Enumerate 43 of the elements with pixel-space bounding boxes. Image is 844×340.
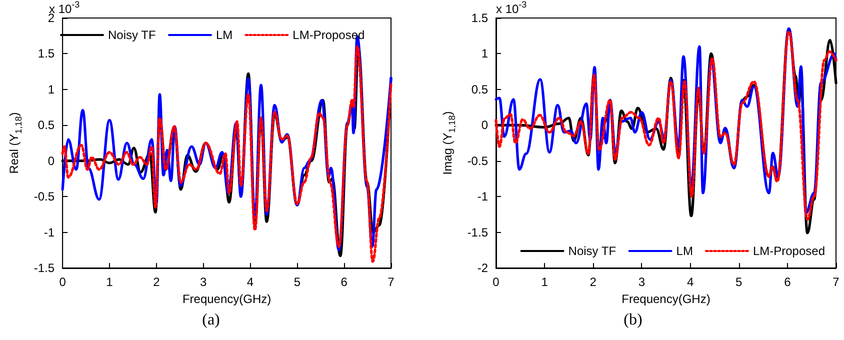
x-tick-label: 1 — [106, 275, 114, 289]
x-tick-label: 6 — [784, 275, 792, 289]
x-tick-label: 5 — [294, 275, 301, 289]
y-tick-label: -1 — [44, 225, 55, 240]
y-axis-title: Imag (Y1,18) — [440, 111, 457, 175]
y-tick-label: 0.5 — [471, 82, 488, 96]
y-tick-label: -1.5 — [34, 261, 55, 275]
text: (a) — [202, 312, 220, 328]
x-tick-label: 7 — [388, 275, 395, 289]
x-tick-label: 0 — [59, 275, 66, 289]
y-tick-label: 1.5 — [471, 11, 488, 25]
y-tick-label: -0.5 — [467, 154, 488, 168]
x-tick-label: 5 — [736, 275, 743, 289]
y-tick-label: -0.5 — [34, 190, 55, 204]
legend-label: Noisy TF — [108, 28, 156, 42]
text: (b) — [624, 312, 642, 328]
legend-label: LM-Proposed — [292, 28, 365, 42]
x-tick-label: 2 — [153, 275, 160, 289]
y-tick-label: -1 — [477, 190, 488, 204]
x-tick-label: 6 — [340, 275, 348, 289]
legend-label: LM — [216, 28, 233, 42]
x-tick-label: 2 — [590, 275, 597, 289]
y-tick-label: 0 — [481, 118, 488, 132]
legend-label: LM-Proposed — [752, 244, 826, 258]
x-axis-title: Frequency(GHz) — [622, 292, 710, 306]
y-tick-label: -1.5 — [467, 225, 488, 240]
y-axis-title: Real (Y1,18) — [7, 112, 24, 174]
x-tick-label: 3 — [638, 275, 646, 289]
legend-label: Noisy TF — [568, 244, 616, 258]
y-tick-label: 1.5 — [38, 46, 55, 61]
y-tick-label: 1 — [481, 46, 488, 61]
x-tick-label: 1 — [541, 275, 548, 289]
x-tick-label: 0 — [492, 275, 500, 289]
legend-label: LM — [676, 244, 693, 258]
y-tick-label: 0 — [48, 154, 55, 168]
x-tick-label: 4 — [246, 275, 254, 289]
x-tick-label: 7 — [832, 275, 840, 289]
y-tick-label: 1 — [48, 82, 55, 96]
x-axis-title: Frequency(GHz) — [182, 292, 272, 306]
x-tick-label: 4 — [686, 275, 694, 289]
y-tick-label: -2 — [477, 261, 488, 275]
y-tick-label: 0.5 — [38, 118, 55, 132]
x-tick-label: 3 — [200, 275, 207, 289]
